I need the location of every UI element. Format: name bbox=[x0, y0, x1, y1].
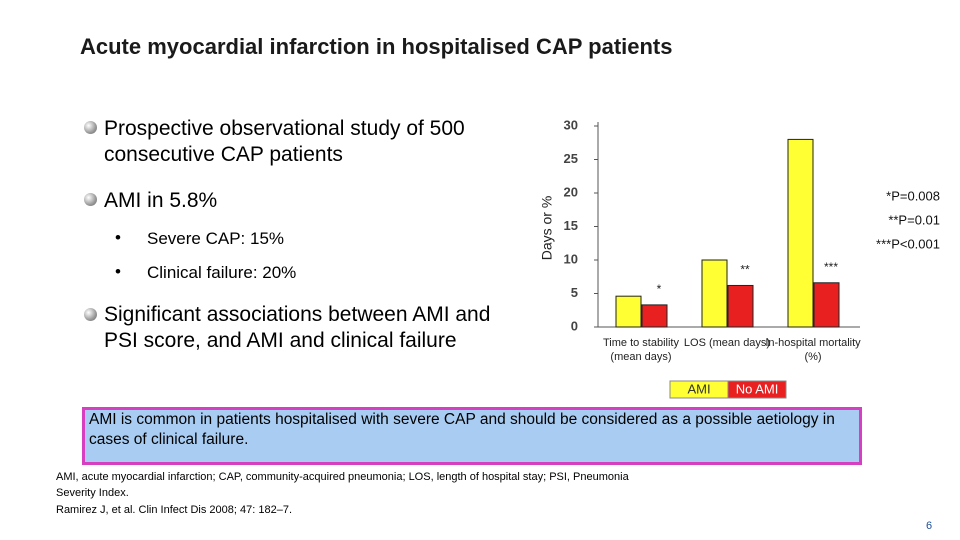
legend-label: No AMI bbox=[736, 381, 779, 396]
bullet-icon bbox=[84, 193, 97, 206]
bullet: Prospective observational study of 500 c… bbox=[104, 117, 465, 166]
sub-bullet: Clinical failure: 20% bbox=[147, 263, 297, 282]
bullet-icon bbox=[84, 308, 97, 321]
sub-bullet: Severe CAP: 15% bbox=[147, 229, 285, 248]
page-number: 6 bbox=[926, 520, 933, 532]
bar bbox=[787, 138, 814, 328]
sub-bullet-icon: • bbox=[115, 228, 121, 247]
bullet: Significant associations between AMI and… bbox=[104, 303, 491, 352]
significance-note: **P=0.01 bbox=[888, 212, 940, 227]
y-tick-label: 30 bbox=[564, 117, 578, 132]
significance-note: ***P<0.001 bbox=[876, 236, 940, 251]
bullet: AMI in 5.8% bbox=[104, 189, 218, 212]
annotation: ** bbox=[740, 262, 750, 276]
slide-title: Acute myocardial infarction in hospitali… bbox=[80, 34, 673, 59]
x-tick-label: LOS (mean days) bbox=[683, 337, 771, 349]
footnote: AMI, acute myocardial infarction; CAP, c… bbox=[56, 471, 629, 499]
y-tick-label: 0 bbox=[571, 318, 578, 333]
bullet-icon bbox=[84, 121, 97, 134]
y-axis-label: Days or % bbox=[539, 196, 555, 261]
legend-swatch bbox=[727, 380, 787, 399]
y-tick-label: 20 bbox=[564, 184, 578, 199]
y-tick-label: 15 bbox=[564, 218, 578, 233]
x-tick-label: Time to stability (mean days) bbox=[602, 337, 679, 363]
x-tick-label: In-hospital mortality (%) bbox=[765, 337, 861, 363]
annotation: *** bbox=[824, 260, 838, 274]
legend-label: AMI bbox=[687, 381, 710, 396]
footnote: Ramirez J, et al. Clin Infect Dis 2008; … bbox=[56, 504, 293, 516]
y-tick-label: 10 bbox=[564, 251, 578, 266]
bar bbox=[727, 284, 754, 328]
significance-note: *P=0.008 bbox=[886, 188, 940, 203]
bar bbox=[701, 259, 728, 328]
bar bbox=[615, 295, 642, 328]
bar bbox=[641, 304, 668, 328]
conclusion-box: AMI is common in patients hospitalised w… bbox=[82, 407, 862, 465]
sub-bullet-icon: • bbox=[115, 262, 121, 281]
annotation: * bbox=[657, 282, 662, 296]
y-tick-label: 5 bbox=[571, 285, 578, 300]
y-tick-label: 25 bbox=[564, 151, 578, 166]
bar bbox=[813, 282, 840, 328]
